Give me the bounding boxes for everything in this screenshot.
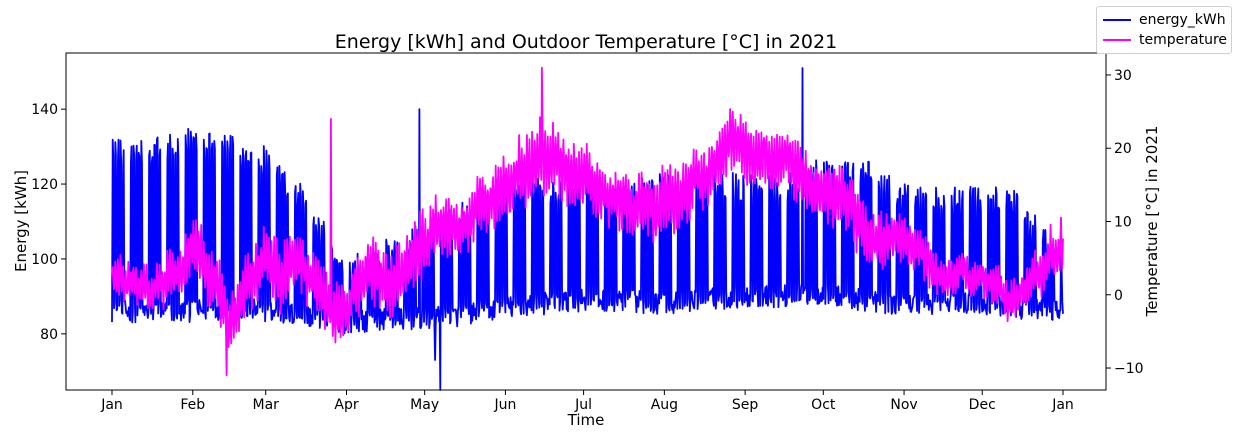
x-tick-label: Feb [180, 397, 205, 413]
y-right-tick-label: 20 [1114, 141, 1132, 157]
y-right-tick-label: −10 [1114, 361, 1144, 377]
x-tick-label: Dec [969, 397, 996, 413]
x-tick-label: Aug [651, 397, 678, 413]
x-tick-label: Apr [334, 397, 358, 413]
y-left-tick-label: 100 [31, 252, 58, 268]
legend-label-energy: energy_kWh [1139, 12, 1226, 28]
x-axis-label: Time [567, 411, 605, 429]
axes-layer: Jan Feb Mar Apr May Jun Jul Aug Sep Oct Nov Dec Jan 8… [31, 52, 1144, 413]
y-right-tick-label: 30 [1114, 68, 1132, 84]
series-line-temperature [111, 66, 1064, 377]
y-right-tick-label: 0 [1114, 288, 1123, 304]
x-tick-label: Jan [1051, 397, 1074, 413]
legend-item-temperature: temperature [1103, 30, 1227, 50]
x-tick-label: Nov [890, 397, 917, 413]
y-left-tick-label: 140 [31, 102, 58, 118]
x-tick-label: Sep [732, 397, 759, 413]
legend-label-temperature: temperature [1139, 32, 1227, 48]
x-tick-label: May [410, 397, 439, 413]
chart-legend: energy_kWh temperature [1096, 6, 1232, 54]
x-tick-label: Mar [253, 397, 280, 413]
y-left-tick-label: 120 [31, 177, 58, 193]
x-tick-label: Jan [100, 397, 123, 413]
legend-item-energy: energy_kWh [1103, 10, 1226, 30]
y-left-tick-label: 80 [40, 327, 58, 343]
series-layer [111, 66, 1064, 391]
y-right-tick-label: 10 [1114, 215, 1132, 231]
x-tick-label: Oct [811, 397, 836, 413]
legend-swatch-temperature [1103, 39, 1131, 41]
chart-title: Energy [kWh] and Outdoor Temperature [°C… [335, 31, 837, 53]
x-tick-label: Jul [574, 397, 592, 413]
legend-swatch-energy [1103, 19, 1131, 21]
y-axis-left-label: Energy [kWh] [12, 170, 30, 272]
series-line-energy_kWh [111, 67, 1064, 391]
y-axis-right-label: Temperature [°C] in 2021 [1143, 126, 1161, 318]
x-tick-label: Jun [493, 397, 516, 413]
